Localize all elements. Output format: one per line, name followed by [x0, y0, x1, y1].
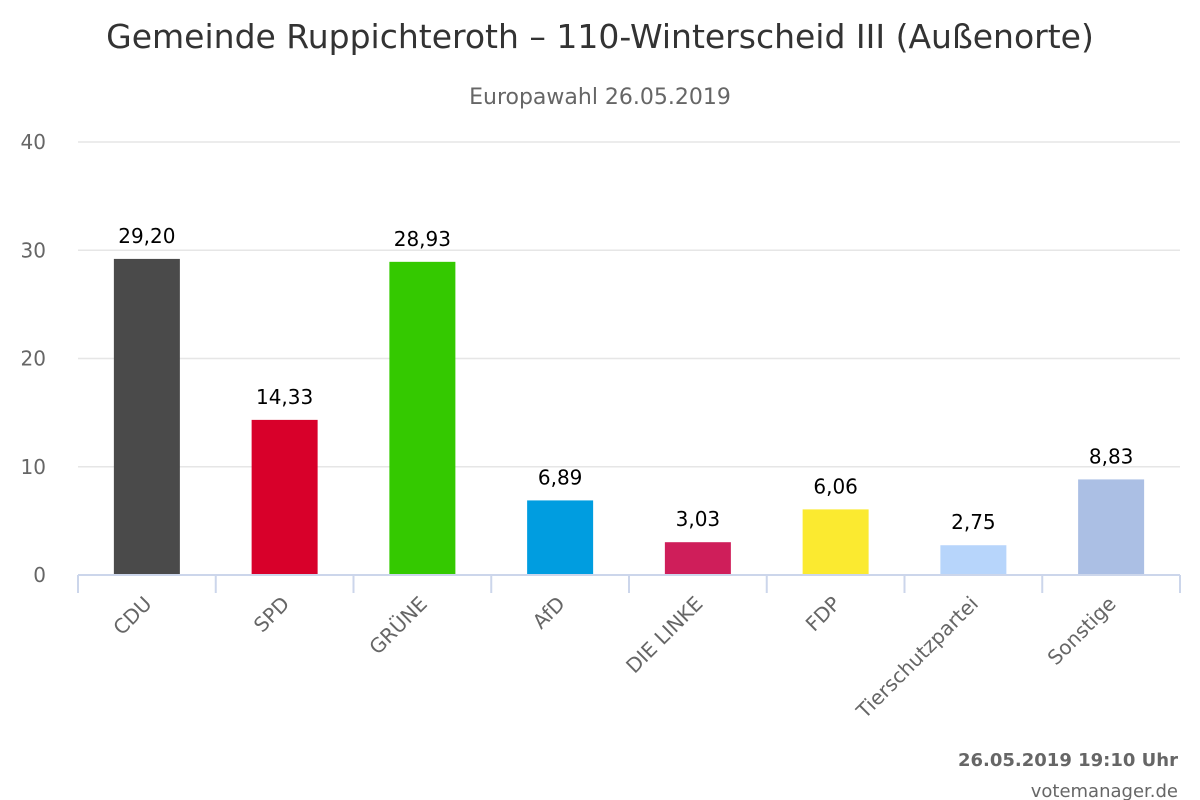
x-tick-label: GRÜNE: [364, 592, 432, 660]
bar-grüne[interactable]: [389, 261, 456, 575]
data-label: 29,20: [118, 224, 175, 248]
bars: [113, 258, 1145, 575]
y-tick-label: 20: [21, 347, 46, 371]
data-label: 8,83: [1089, 444, 1134, 468]
data-label: 3,03: [676, 507, 721, 531]
x-axis: CDU SPD GRÜNE AfD DIE LINKE FDP Tierschutzpart…: [77, 574, 1181, 724]
data-labels: 29,20 14,33 28,93 6,89 3,03 6,06 2,75 8,83: [118, 224, 1133, 534]
bar-die-linke[interactable]: [664, 542, 731, 575]
chart-title: Gemeinde Ruppichteroth – 110-Winterschei…: [106, 17, 1094, 56]
bar-spd[interactable]: [251, 419, 318, 575]
data-label: 6,89: [538, 465, 583, 489]
x-tick-label: Sonstige: [1043, 592, 1121, 670]
data-label: 6,06: [813, 474, 858, 498]
x-tick-label: DIE LINKE: [621, 592, 707, 678]
gridlines: [78, 141, 1180, 468]
y-axis: 0 10 20 30 40: [21, 130, 46, 587]
footer-source: votemanager.de: [1031, 781, 1178, 800]
data-label: 14,33: [256, 385, 313, 409]
data-label: 2,75: [951, 510, 996, 534]
x-tick-label: SPD: [249, 592, 294, 637]
bar-fdp[interactable]: [802, 509, 869, 575]
bar-cdu[interactable]: [113, 258, 180, 575]
data-label: 28,93: [394, 227, 451, 251]
x-tick-label: FDP: [801, 592, 846, 637]
footer-timestamp: 26.05.2019 19:10 Uhr: [958, 750, 1178, 771]
bar-afd[interactable]: [527, 500, 594, 575]
x-tick-label: Tierschutzpartei: [851, 592, 983, 724]
bar-tierschutzpartei[interactable]: [940, 545, 1007, 575]
y-tick-label: 0: [33, 563, 46, 587]
chart-subtitle: Europawahl 26.05.2019: [469, 85, 731, 110]
bar-sonstige[interactable]: [1078, 479, 1145, 575]
y-tick-label: 30: [21, 238, 46, 262]
x-tick-label: AfD: [528, 592, 570, 634]
y-tick-label: 10: [21, 455, 46, 479]
y-tick-label: 40: [21, 130, 46, 154]
x-tick-label: CDU: [108, 592, 156, 640]
